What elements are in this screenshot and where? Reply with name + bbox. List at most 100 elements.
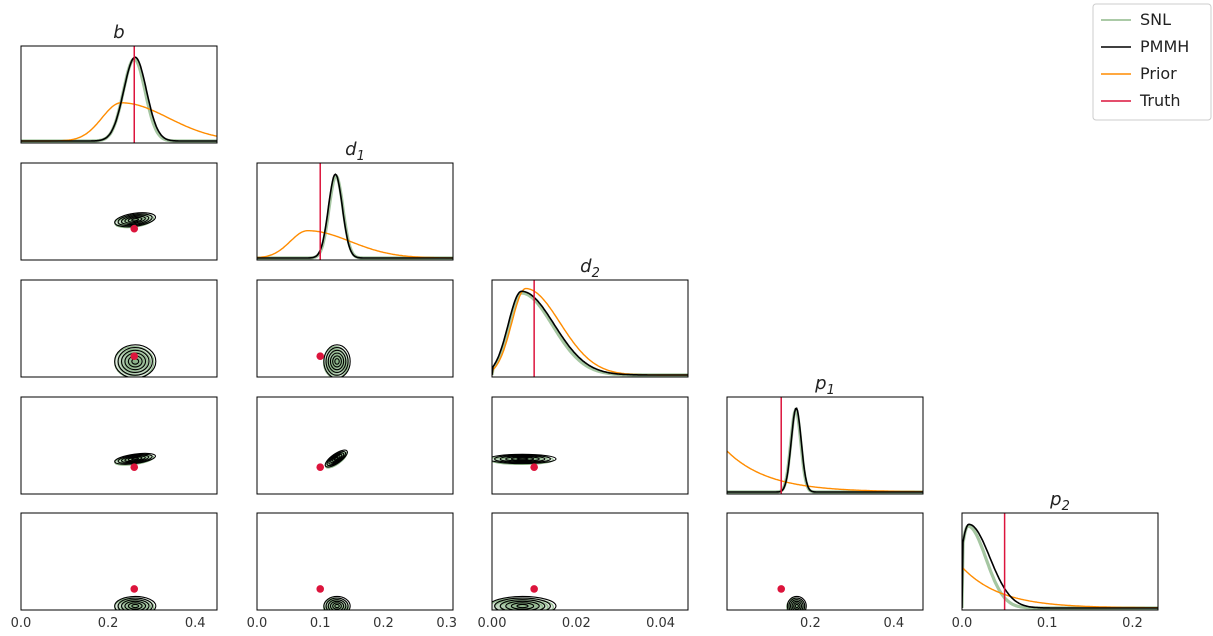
x-tick-label: 0.1 (1037, 616, 1058, 631)
panel-title: p2 (1049, 489, 1070, 514)
pmmh-contour (325, 347, 349, 376)
panel-plot-area (257, 163, 453, 260)
panel-p_2-vs-b: 0.0 0.2 0.4 (11, 512, 218, 631)
density-snl (21, 57, 217, 143)
panel-d_1-vs-d_1: d1 (256, 139, 454, 261)
panel-frame (726, 512, 924, 611)
title-subscript: 1 (827, 383, 835, 398)
x-tick-label: 0.3 (436, 616, 457, 631)
x-tick-label: 0.2 (800, 616, 821, 631)
density-prior (727, 450, 923, 493)
title-base: p (1049, 489, 1061, 510)
truth-point (777, 585, 786, 593)
panel-plot-area (114, 452, 157, 471)
pmmh-contour (131, 603, 140, 609)
pmmh-contour (499, 455, 546, 463)
pmmh-contour (326, 450, 347, 467)
pmmh-contour (516, 603, 529, 609)
truth-point (130, 224, 139, 233)
panel-frame (20, 396, 218, 495)
pmmh-contour (794, 603, 799, 609)
panel-plot-area (316, 585, 351, 610)
density-prior (492, 287, 688, 376)
density-pmmh (727, 407, 923, 493)
x-tick-label: 0.2 (373, 616, 394, 631)
pmmh-contour (505, 600, 540, 610)
panel-plot-area (492, 453, 557, 471)
pmmh-contour (127, 216, 143, 223)
x-tick-label: 0.0 (952, 616, 973, 631)
pmmh-contour (334, 603, 340, 609)
panel-frame (491, 279, 689, 378)
truth-point (316, 585, 325, 593)
x-tick-label: 0.2 (98, 616, 119, 631)
panel-frame (491, 512, 689, 611)
title-subscript: 2 (1062, 499, 1070, 514)
pmmh-contour (330, 453, 343, 464)
x-tick-label: 0.2 (1122, 616, 1143, 631)
x-tick-label: 0.4 (883, 616, 904, 631)
x-tick-label: 0.00 (478, 616, 507, 631)
pmmh-contour (127, 602, 143, 610)
panel-plot-area (316, 449, 348, 471)
panel-d_1-vs-b (20, 162, 218, 261)
truth-point (130, 463, 139, 471)
pmmh-contour (788, 597, 806, 610)
panel-plot-area (492, 585, 557, 610)
pmmh-contour (124, 455, 146, 463)
pmmh-contour (505, 456, 540, 462)
panel-p_2-vs-d_2: 0.00 0.02 0.04 (478, 512, 689, 631)
pmmh-contour (120, 349, 150, 373)
pmmh-contour (510, 456, 535, 462)
density-pmmh (492, 290, 688, 376)
title-subscript: 1 (357, 149, 365, 164)
pmmh-contour (117, 453, 153, 464)
panel-title: p1 (814, 373, 835, 398)
x-tick-label: 0.0 (247, 616, 268, 631)
title-subscript: 2 (592, 266, 600, 281)
legend-label-truth: Truth (1139, 91, 1181, 110)
legend-frame (1092, 3, 1212, 121)
pmmh-contour (324, 449, 348, 468)
panel-frame (491, 396, 689, 495)
panel-plot-area (777, 585, 807, 610)
panel-b-vs-b: b (20, 22, 218, 144)
pmmh-contour (494, 597, 551, 610)
pmmh-contour (127, 456, 143, 462)
truth-point (316, 352, 325, 360)
pmmh-contour (332, 455, 341, 462)
pmmh-contour (117, 597, 153, 610)
pmmh-contour (333, 456, 339, 461)
pmmh-contour (323, 344, 351, 377)
pmmh-contour (334, 358, 340, 365)
pmmh-contour (329, 600, 345, 610)
pmmh-contour (791, 600, 803, 610)
density-pmmh (257, 173, 453, 259)
legend-label-snl: SNL (1140, 10, 1171, 29)
pmmh-contour (329, 352, 345, 371)
panel-plot-area (114, 585, 157, 610)
pmmh-contour (131, 218, 140, 222)
pmmh-contour (793, 602, 801, 610)
panel-p_1-vs-d_2 (491, 396, 689, 495)
pmmh-contour (332, 355, 342, 368)
panel-frame (20, 512, 218, 611)
panel-frame (961, 512, 1159, 611)
panel-plot-area (492, 280, 688, 377)
title-base: p (814, 373, 826, 394)
pmmh-contour (492, 453, 557, 465)
panel-frame (20, 279, 218, 378)
pmmh-contour (117, 347, 153, 376)
density-snl (492, 291, 688, 377)
legend-label-prior: Prior (1140, 64, 1177, 83)
panel-frame (726, 396, 924, 495)
panel-frame (256, 162, 454, 261)
panel-p_1-vs-b (20, 396, 218, 495)
x-tick-label: 0.04 (646, 616, 675, 631)
pmmh-contour (327, 599, 347, 610)
pmmh-contour (789, 599, 804, 610)
x-tick-label: 0.02 (562, 616, 591, 631)
panel-p_2-vs-p_2: p2 0.0 0.1 0.2 (952, 489, 1159, 631)
